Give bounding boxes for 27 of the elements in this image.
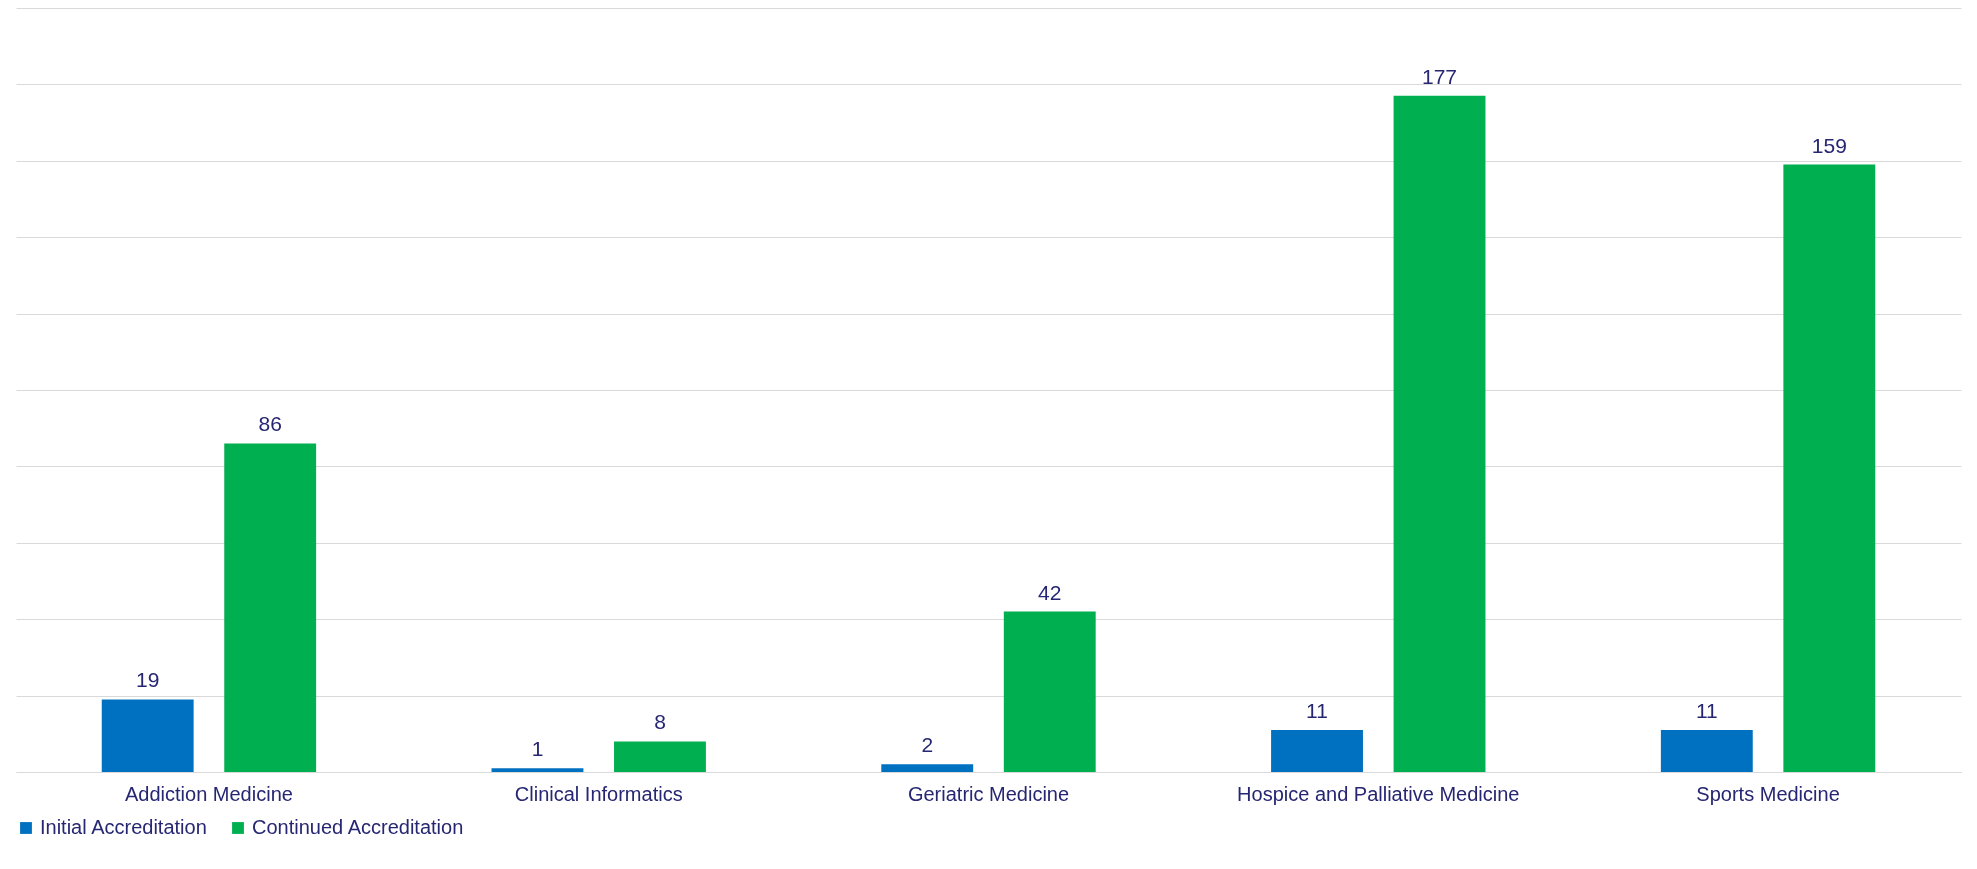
data-label: 1 — [531, 737, 544, 761]
data-label: 177 — [1422, 64, 1458, 88]
x-tick-label: Geriatric Medicine — [907, 782, 1070, 805]
data-label: 8 — [654, 710, 666, 734]
data-label: 19 — [136, 668, 160, 692]
bar — [614, 741, 706, 772]
bar — [1783, 164, 1876, 772]
x-tick-label: Addiction Medicine — [125, 782, 293, 805]
bar — [491, 768, 584, 772]
x-tick-label: Clinical Informatics — [514, 782, 683, 805]
data-label: 159 — [1811, 133, 1847, 157]
x-tick-label: Hospice and Palliative Medicine — [1237, 782, 1520, 805]
data-label: 11 — [1695, 698, 1718, 722]
bar — [1271, 729, 1363, 772]
bar — [1003, 611, 1096, 772]
legend-label: Initial Accreditation — [40, 816, 207, 838]
bar — [881, 764, 974, 772]
bar — [224, 443, 317, 772]
bar — [101, 699, 194, 772]
bar — [1660, 729, 1753, 772]
data-label: 11 — [1306, 698, 1328, 722]
data-label: 86 — [258, 412, 282, 436]
data-label: 42 — [1038, 580, 1062, 604]
x-tick-label: Sports Medicine — [1696, 782, 1840, 805]
data-label: 2 — [921, 733, 934, 757]
bar — [1393, 95, 1486, 772]
legend-label: Continued Accreditation — [252, 816, 464, 838]
